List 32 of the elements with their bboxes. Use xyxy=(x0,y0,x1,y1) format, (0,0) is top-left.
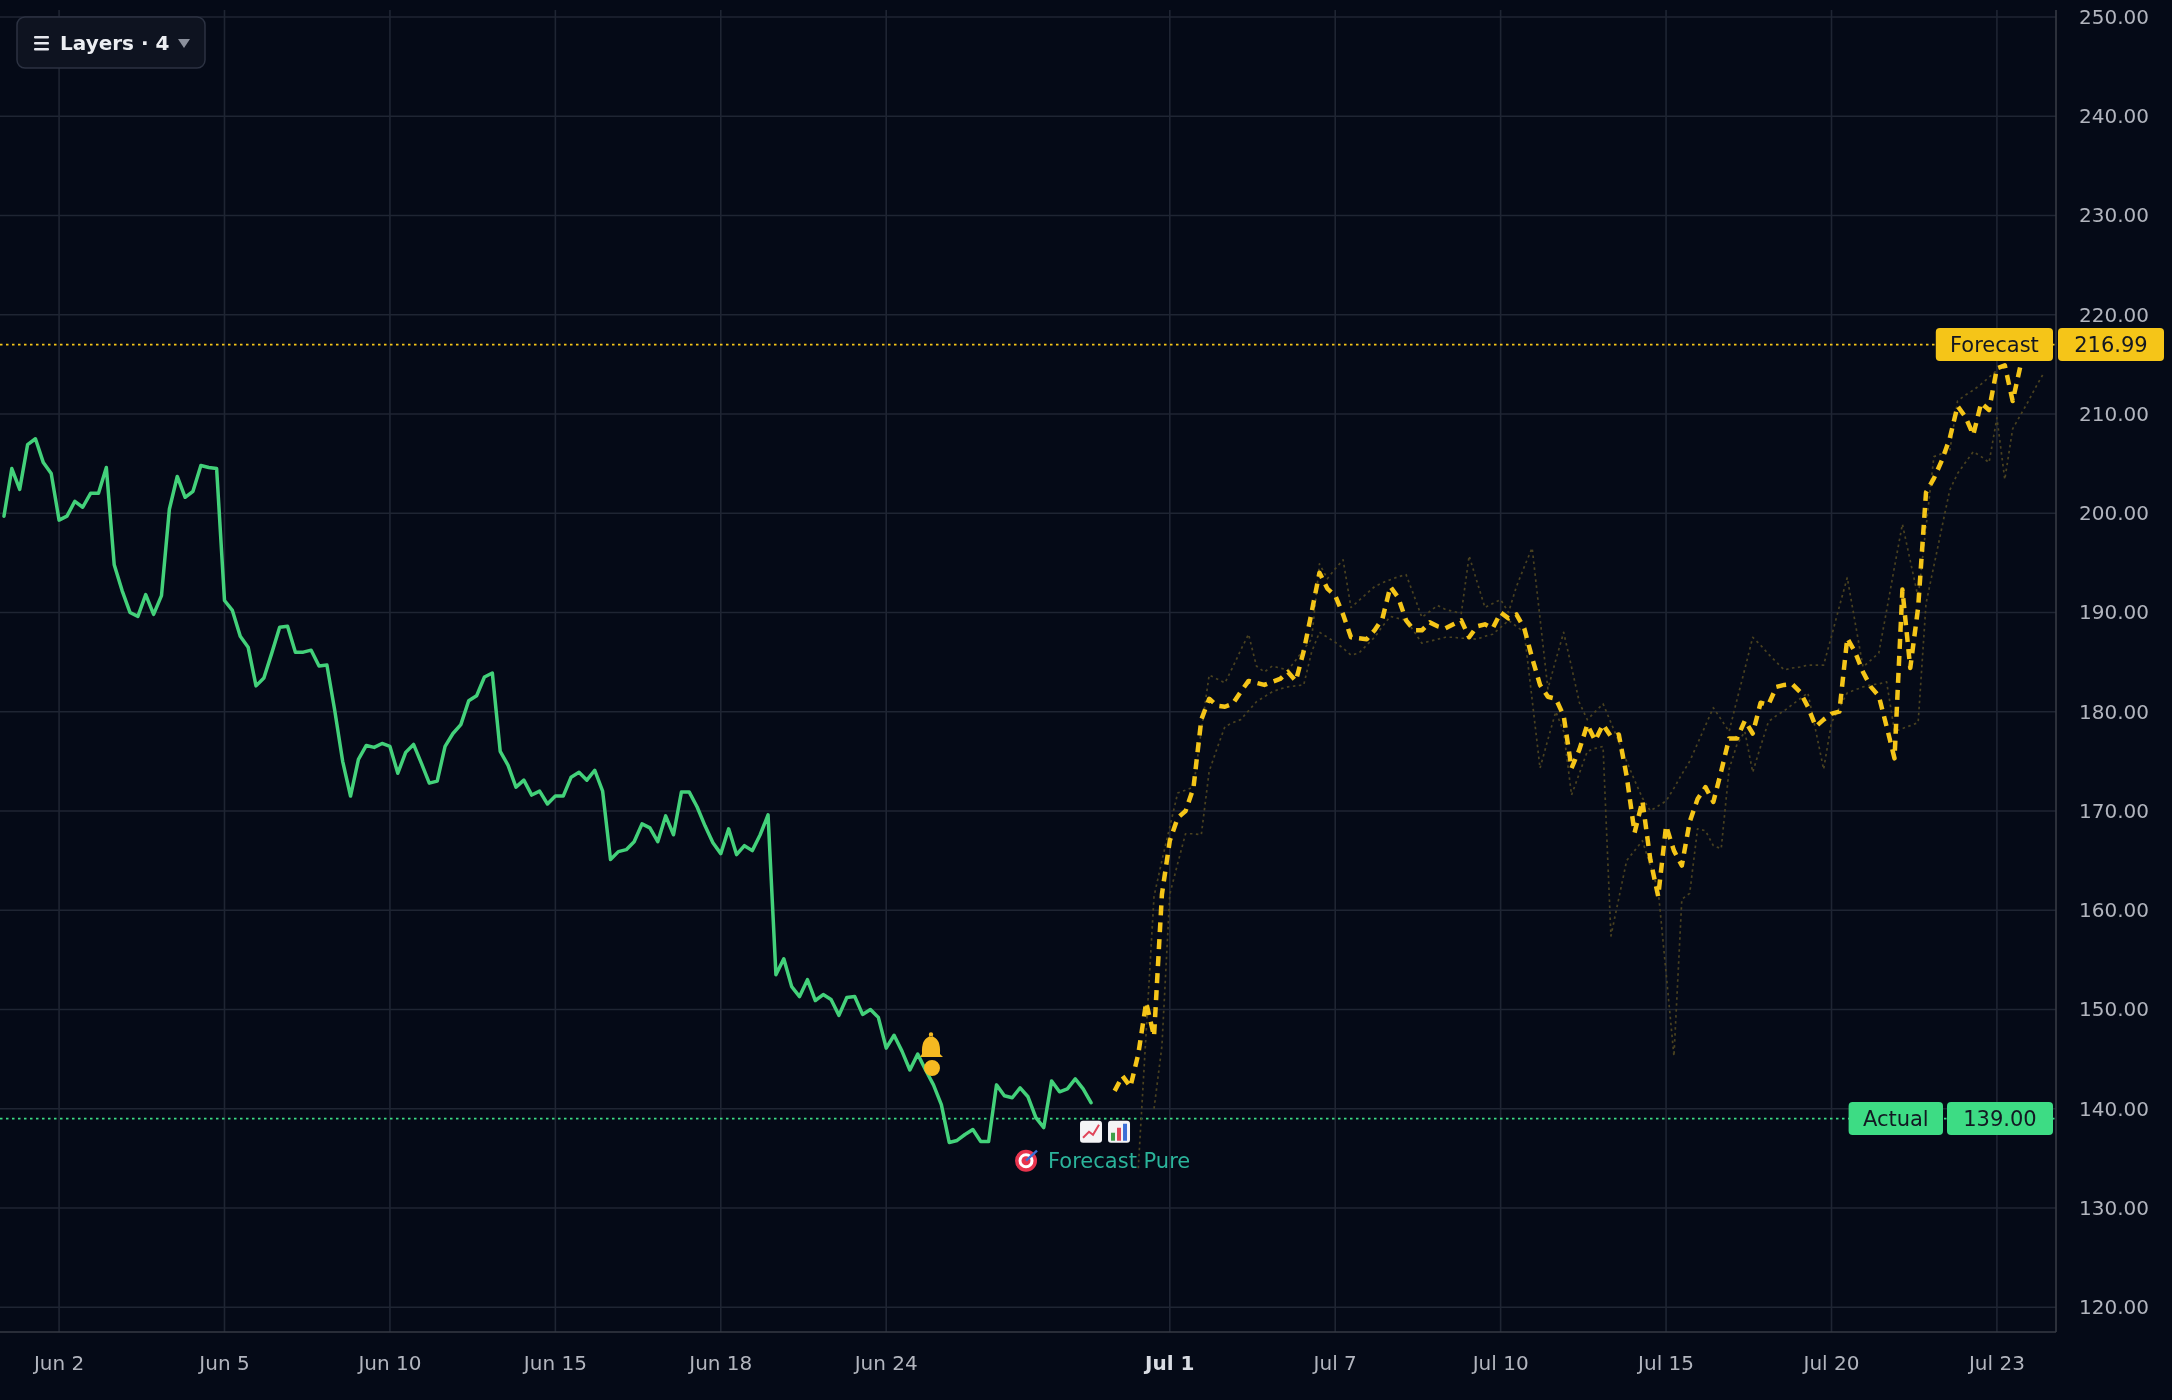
y-tick-label: 230.00 xyxy=(2079,203,2149,228)
y-tick-label: 240.00 xyxy=(2079,104,2149,129)
y-tick-label: 150.00 xyxy=(2079,997,2149,1022)
y-tick-label: 120.00 xyxy=(2079,1295,2149,1320)
x-tick-label: Jul 1 xyxy=(1143,1351,1195,1375)
annotation: Forecast Pure xyxy=(1048,1148,1191,1173)
x-tick-label: Jun 10 xyxy=(356,1351,422,1375)
y-tick-label: 200.00 xyxy=(2079,501,2149,526)
x-tick-label: Jul 10 xyxy=(1470,1351,1529,1375)
y-tick-label: 160.00 xyxy=(2079,898,2149,923)
ref-line-label: Actual xyxy=(1862,1106,1929,1131)
x-tick-label: Jun 5 xyxy=(197,1351,250,1375)
x-tick-label: Jul 7 xyxy=(1311,1351,1357,1375)
x-tick-label: Jul 20 xyxy=(1801,1351,1860,1375)
x-tick-label: Jul 23 xyxy=(1966,1351,2025,1375)
y-tick-label: 190.00 xyxy=(2079,600,2149,625)
x-tick-label: Jun 24 xyxy=(852,1351,918,1375)
y-tick-label: 140.00 xyxy=(2079,1096,2149,1121)
y-tick-label: 220.00 xyxy=(2079,302,2149,327)
y-tick-label: 130.00 xyxy=(2079,1195,2149,1220)
x-tick-label: Jun 2 xyxy=(31,1351,85,1375)
annotation: Layers · 4 xyxy=(60,30,170,55)
annotation: 139.00 xyxy=(1963,1106,2037,1131)
text: 216.99 xyxy=(2074,332,2148,357)
y-tick-label: 210.00 xyxy=(2079,401,2149,426)
y-tick-label: 250.00 xyxy=(2079,4,2149,29)
x-tick-label: Jun 18 xyxy=(687,1351,753,1375)
y-tick-label: 180.00 xyxy=(2079,699,2149,724)
x-tick-label: Jul 15 xyxy=(1636,1351,1695,1375)
ref-line-label: Forecast xyxy=(1949,332,2039,357)
y-tick-label: 170.00 xyxy=(2079,798,2149,823)
x-tick-label: Jun 15 xyxy=(521,1351,587,1375)
